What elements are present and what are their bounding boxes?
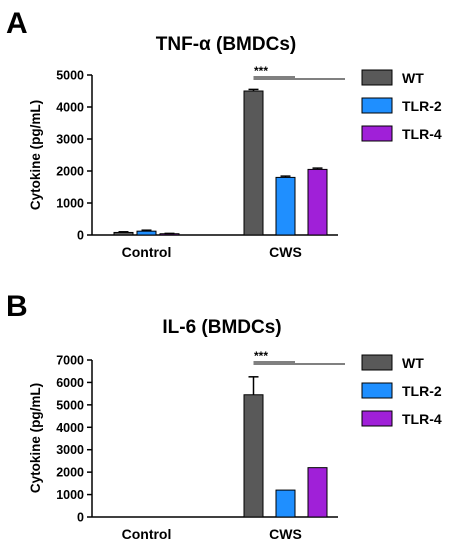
y-tick-label: 4000	[56, 421, 84, 435]
legend-label-wt: WT	[402, 355, 424, 371]
y-tick-label: 5000	[56, 398, 84, 412]
bar	[113, 231, 134, 236]
y-tick-label: 0	[77, 511, 84, 525]
y-tick-label: 1000	[56, 197, 84, 211]
panel-letter-a: A	[6, 7, 28, 40]
y-tick-label: 0	[77, 229, 84, 243]
legend-swatch-tlr4	[361, 125, 393, 142]
y-tick-label: 3000	[56, 443, 84, 457]
legend-il6: WT TLR-2 TLR-4	[361, 354, 442, 427]
significance-label: ***	[254, 64, 268, 78]
chart-plot-tnf: 0 1000 2000 3000 4000 5000 Control CWS ***	[56, 64, 345, 260]
category-label: Control	[122, 244, 172, 260]
bar	[275, 489, 296, 518]
y-tick-label: 4000	[56, 101, 84, 115]
category-label: CWS	[269, 244, 302, 260]
y-tick-label: 2000	[56, 165, 84, 179]
panel-letter-b: B	[6, 290, 28, 323]
bar	[243, 90, 264, 236]
y-tick-label: 1000	[56, 488, 84, 502]
chart-plot-il6: 0 1000 2000 3000 4000 5000 6000 7000 Control CWS *…	[56, 349, 345, 542]
y-axis-label-tnf: Cytokine (pg/mL)	[28, 100, 43, 210]
bar	[307, 168, 328, 236]
legend-label-tlr2: TLR-2	[402, 98, 442, 114]
legend-label-tlr4: TLR-4	[402, 411, 442, 427]
legend-label-tlr2: TLR-2	[402, 383, 442, 399]
bar	[275, 176, 296, 236]
y-tick-label: 5000	[56, 69, 84, 83]
chart-title-tnf: TNF-α (BMDCs)	[156, 34, 296, 55]
legend-label-wt: WT	[402, 70, 424, 86]
y-tick-label: 7000	[56, 354, 84, 368]
legend-swatch-wt	[361, 69, 393, 86]
bar	[307, 467, 328, 518]
legend-swatch-tlr2	[361, 97, 393, 114]
significance-label: ***	[254, 349, 268, 363]
legend-swatch-tlr4	[361, 410, 393, 427]
y-tick-label: 3000	[56, 133, 84, 147]
panel-b: B IL-6 (BMDCs) Cytokine (pg/mL) 0 1000 200…	[6, 290, 442, 542]
chart-title-il6: IL-6 (BMDCs)	[162, 317, 281, 338]
y-axis-label-il6: Cytokine (pg/mL)	[28, 383, 43, 493]
legend-tnf: WT TLR-2 TLR-4	[361, 69, 442, 142]
panel-a: A TNF-α (BMDCs) Cytokine (pg/mL) 0 1000 20…	[6, 7, 442, 260]
y-tick-label: 6000	[56, 376, 84, 390]
bar	[136, 230, 157, 236]
category-label: Control	[122, 526, 172, 542]
legend-swatch-tlr2	[361, 382, 393, 399]
bar	[243, 394, 264, 518]
category-label: CWS	[269, 526, 302, 542]
legend-swatch-wt	[361, 354, 393, 371]
legend-label-tlr4: TLR-4	[402, 126, 442, 142]
y-tick-label: 2000	[56, 466, 84, 480]
